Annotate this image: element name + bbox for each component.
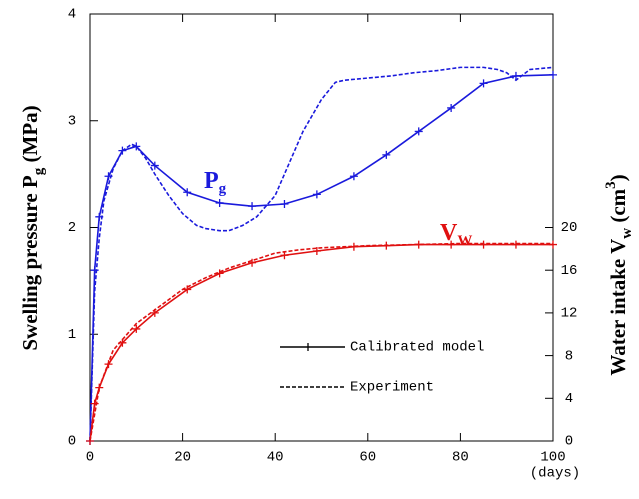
y2-tick-label: 16 [561,263,578,279]
annotation-sub: g [219,181,227,197]
data-marker [479,79,488,88]
data-marker [447,103,456,112]
data-marker [90,399,99,408]
y2-tick-label: 8 [565,348,573,364]
x-tick-label: 20 [174,450,191,466]
data-line [89,242,553,442]
y2-axis-label: Water intake Vw (cm3) [603,174,635,375]
data-marker [150,161,159,170]
series-annotation: Pg [204,168,227,198]
annotation-sub: W [457,233,472,249]
y2-axis-label-part: 3 [603,181,619,189]
y-axis-label-part: (MPa) [18,105,42,167]
data-marker [132,142,141,151]
x-tick-label: 0 [86,450,94,466]
y-tick-label: 2 [68,220,76,236]
annotation-text: V [440,220,458,246]
data-marker [549,240,557,249]
y2-tick-label: 0 [565,434,573,450]
data-line [89,74,554,442]
x-tick-label: 80 [452,450,469,466]
y2-tick-label: 12 [561,306,578,322]
x-axis-label: (days) [530,466,580,482]
legend-label: Calibrated model [350,340,484,356]
data-marker [132,324,141,333]
y-axis-label-part: Swelling pressure P [18,175,42,351]
data-marker [511,71,520,80]
data-marker [382,150,391,159]
y-tick-label: 0 [68,434,76,450]
data-marker [248,202,257,211]
y2-axis-label-part: w [619,228,635,239]
data-marker [479,240,488,249]
data-marker [90,266,99,275]
x-tick-label: 60 [359,450,376,466]
y-tick-label: 1 [68,327,76,343]
data-marker [511,240,520,249]
data-marker [447,240,456,249]
data-marker [183,188,192,197]
data-marker [414,127,423,136]
plot-frame [89,13,554,442]
y2-axis-label-part: Water intake V [606,239,630,376]
data-marker [248,258,257,267]
data-marker [312,246,321,255]
data-marker [215,198,224,207]
x-tick-label: 100 [540,450,565,466]
y2-axis-label-part: ) [606,174,630,181]
y-axis-label: Swelling pressure Pg (MPa) [18,105,48,350]
legend-label: Experiment [350,380,434,396]
y-axis-label-part: g [31,167,47,175]
y2-tick-label: 20 [561,220,578,236]
y-tick-label: 4 [68,7,76,23]
annotation-text: P [204,168,219,194]
data-marker [280,200,289,209]
y2-tick-label: 4 [565,391,573,407]
data-line [89,66,554,442]
data-marker [549,70,557,79]
y2-axis-label-part: (cm [606,188,630,228]
data-marker [349,172,358,181]
series-annotation: VW [440,220,472,250]
x-tick-label: 40 [267,450,284,466]
y-tick-label: 3 [68,113,76,129]
data-marker [312,190,321,199]
